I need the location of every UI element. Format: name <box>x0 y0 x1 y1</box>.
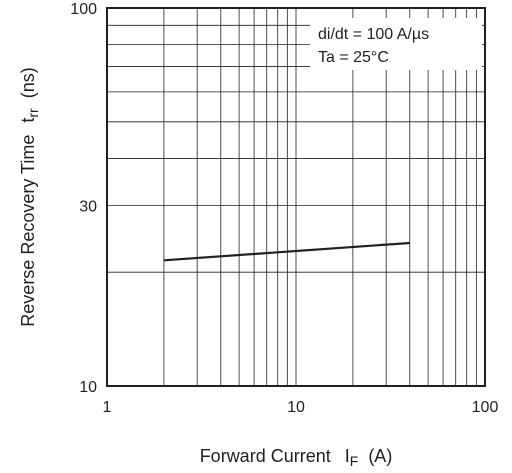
x-axis-title-symbol: I <box>345 446 350 466</box>
y-axis-title: Reverse Recovery Time trr (ns) <box>18 67 41 326</box>
x-axis-title: Forward Current IF (A) <box>200 446 393 469</box>
y-axis-title-symbol: t <box>18 118 38 123</box>
y-axis-title-unit: (ns) <box>18 67 38 98</box>
series-group <box>163 241 410 262</box>
plot-frame <box>106 7 486 387</box>
x-tick-label: 100 <box>472 399 499 416</box>
y-tick-label: 30 <box>79 199 97 216</box>
y-tick-label: 100 <box>70 1 97 18</box>
y-tick-label: 10 <box>79 379 97 396</box>
x-tick-label: 10 <box>287 399 305 416</box>
x-axis-title-sub: F <box>350 453 359 469</box>
x-tick-label: 1 <box>103 399 112 416</box>
annotation-temperature: Ta = 25°C <box>318 49 389 66</box>
annotation-box <box>310 18 482 70</box>
y-axis-title-main: Reverse Recovery Time <box>18 135 38 327</box>
annotation-didt: di/dt = 100 A/µs <box>318 26 429 43</box>
x-axis-title-unit: (A) <box>368 446 392 466</box>
x-axis-title-main: Forward Current <box>200 446 331 466</box>
ticks: 1 10 100 10 30 100 <box>70 1 498 416</box>
series-line <box>163 241 410 262</box>
y-axis-title-sub: rr <box>25 108 41 118</box>
